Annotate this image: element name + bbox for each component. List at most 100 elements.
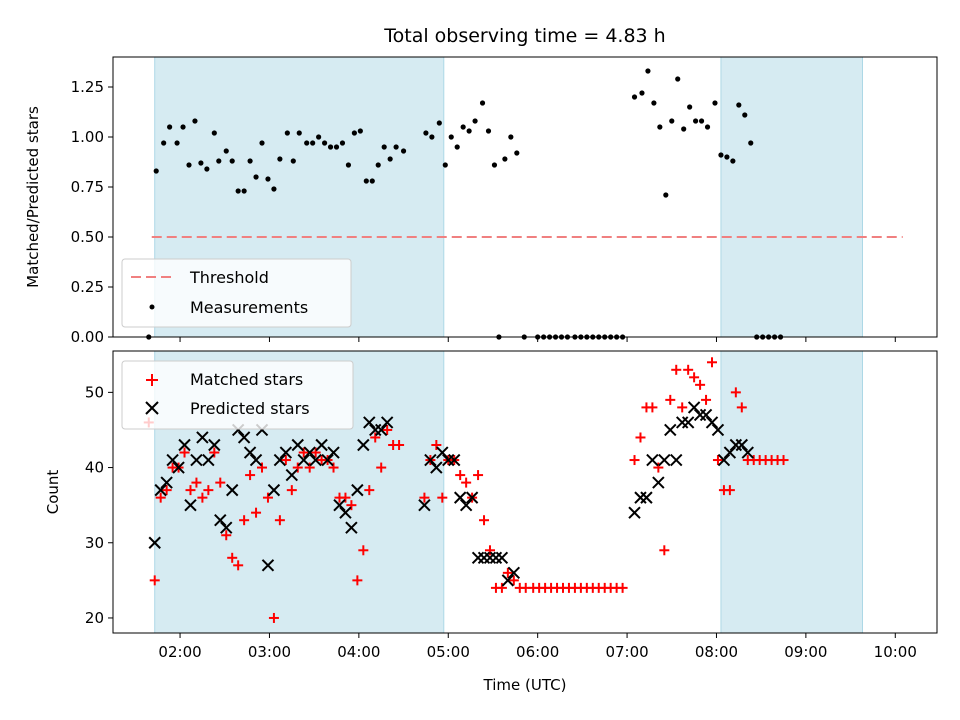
predicted-star-point xyxy=(705,416,719,429)
y-tick-label: 40 xyxy=(85,459,104,477)
predicted-star-point xyxy=(339,506,352,519)
predicted-star-point xyxy=(699,408,713,422)
matched-star-point xyxy=(712,455,723,466)
measurement-point xyxy=(645,68,651,74)
predicted-star-point xyxy=(741,446,754,459)
matched-star-point xyxy=(701,394,712,405)
matched-star-point xyxy=(689,372,700,383)
predicted-star-point xyxy=(214,513,227,527)
predicted-star-point xyxy=(675,416,689,429)
predicted-star-point xyxy=(723,446,737,459)
measurement-point xyxy=(180,124,186,130)
measurement-point xyxy=(321,140,328,146)
measurement-point xyxy=(514,150,520,156)
measurement-point xyxy=(429,134,435,140)
matched-star-point xyxy=(502,567,513,578)
top-plot-frame xyxy=(112,56,938,338)
measurement-point xyxy=(198,160,204,166)
x-tick-label: 07:00 xyxy=(605,643,648,661)
measurement-point xyxy=(698,118,705,124)
predicted-star-point xyxy=(333,498,346,512)
measurement-point xyxy=(259,140,265,146)
x-tick-label: 06:00 xyxy=(516,643,559,661)
matched-star-point xyxy=(251,507,262,518)
y-tick-label: 50 xyxy=(85,383,104,401)
matched-star-point xyxy=(274,515,285,526)
matched-star-point xyxy=(677,402,688,413)
matched-star-point xyxy=(328,462,339,473)
predicted-star-point xyxy=(634,491,647,504)
matched-star-point xyxy=(508,575,519,586)
measurement-point xyxy=(174,140,180,146)
matched-star-point xyxy=(496,582,507,593)
measurement-point xyxy=(167,124,173,130)
predicted-star-point xyxy=(178,438,191,452)
matched-star-point xyxy=(257,462,268,473)
matched-star-point xyxy=(653,462,664,473)
measurement-point xyxy=(460,124,466,130)
matched-star-point xyxy=(304,462,315,473)
measurement-point xyxy=(736,102,742,108)
measurement-point xyxy=(327,144,334,150)
y-tick-label: 1.25 xyxy=(71,78,104,96)
predicted-star-point xyxy=(664,423,677,437)
matched-star-point xyxy=(665,394,676,405)
legend-matched-label: Matched stars xyxy=(190,370,303,389)
predicted-star-point xyxy=(658,453,671,467)
predicted-star-point xyxy=(309,453,322,467)
matched-star-point xyxy=(340,492,351,503)
measurement-point xyxy=(472,118,478,124)
predicted-star-point xyxy=(448,453,461,467)
top-x-ticks xyxy=(179,337,896,342)
matched-star-point xyxy=(215,477,226,488)
measurement-point xyxy=(229,158,235,164)
predicted-star-point xyxy=(303,446,316,459)
predicted-star-point xyxy=(430,461,443,474)
predicted-star-point xyxy=(279,446,293,459)
measurement-point xyxy=(712,100,718,106)
count-points xyxy=(143,357,789,623)
shaded-interval-2 xyxy=(720,350,863,634)
measurement-point xyxy=(491,162,498,168)
matched-star-point xyxy=(394,440,405,450)
legend-threshold-label: Threshold xyxy=(189,268,269,287)
matched-star-point xyxy=(227,552,238,563)
matched-star-point xyxy=(268,612,279,623)
top-y-axis: 0.00 0.25 0.50 0.75 1.00 1.25 xyxy=(71,78,113,346)
measurement-point xyxy=(485,128,492,134)
predicted-star-point xyxy=(380,416,394,429)
matched-star-point xyxy=(280,455,291,466)
measurement-point xyxy=(333,144,340,150)
measurement-point xyxy=(687,104,693,110)
predicted-star-point xyxy=(465,491,479,504)
matched-star-point xyxy=(455,470,466,481)
matched-star-point xyxy=(707,357,718,368)
matched-star-point xyxy=(479,515,490,526)
measurement-point xyxy=(290,158,296,164)
matched-star-point xyxy=(221,530,232,541)
matched-star-point xyxy=(437,492,448,503)
measurement-point xyxy=(161,140,167,146)
measurement-point xyxy=(345,162,352,168)
measurement-point xyxy=(502,156,508,162)
matched-star-point xyxy=(203,485,214,496)
measurement-point xyxy=(669,118,675,124)
matched-star-point xyxy=(352,575,363,586)
bottom-y-axis-label: Count xyxy=(44,470,62,515)
measurement-point xyxy=(296,130,302,136)
matched-star-point xyxy=(695,379,706,390)
matched-star-point xyxy=(376,462,387,473)
measurement-point xyxy=(223,148,229,154)
matched-star-point xyxy=(659,545,670,556)
x-tick-label: 02:00 xyxy=(158,643,201,661)
predicted-star-point xyxy=(670,453,683,467)
matched-star-point xyxy=(155,492,166,503)
measurement-point xyxy=(357,128,363,134)
measurement-point xyxy=(375,162,381,168)
measurement-point xyxy=(192,118,198,124)
predicted-star-point xyxy=(418,498,431,512)
predicted-star-point xyxy=(735,438,749,452)
y-tick-label: 0.50 xyxy=(71,228,104,246)
x-tick-label: 09:00 xyxy=(784,643,827,661)
